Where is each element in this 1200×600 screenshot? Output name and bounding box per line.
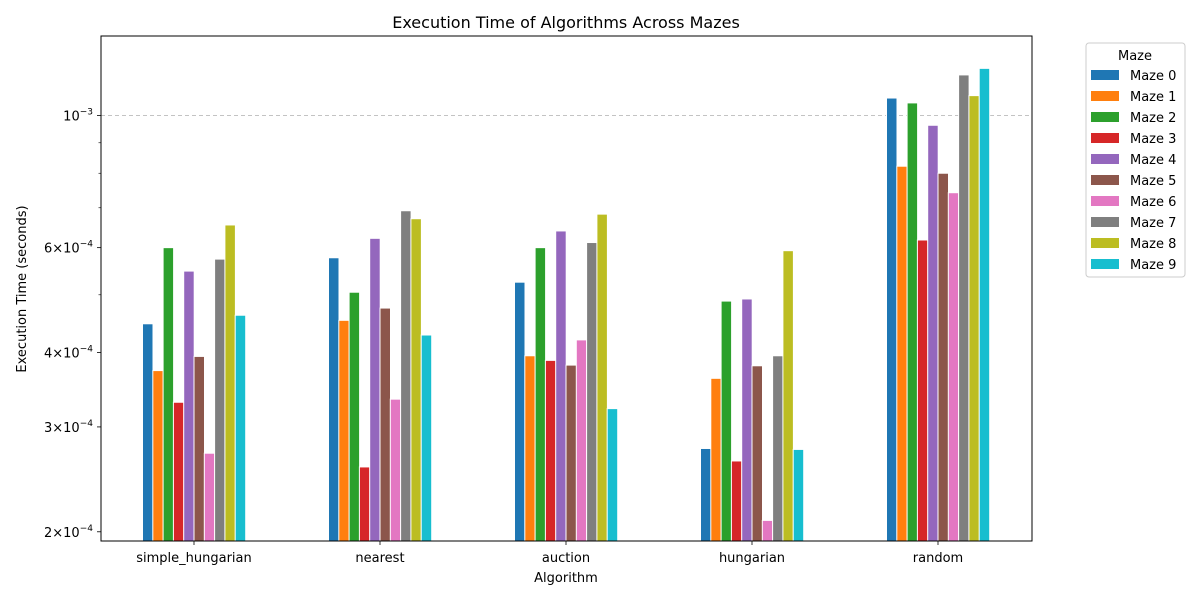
bars: [142, 67, 991, 542]
y-axis-label: Execution Time (seconds): [15, 205, 30, 372]
bar-nearest-maze-2: [348, 291, 361, 542]
bar-hungarian-maze-4: [741, 298, 753, 542]
bar-random-maze-7: [958, 74, 970, 542]
bar-simple_hungarian-maze-2: [162, 247, 175, 542]
y-tick-label: 4×10−4: [44, 345, 93, 362]
bar-simple_hungarian-maze-9: [234, 314, 247, 542]
legend-label: Maze 0: [1130, 69, 1176, 84]
legend-title: Maze: [1118, 49, 1152, 64]
y-tick-label: 3×10−4: [44, 419, 93, 436]
bar-random-maze-8: [968, 95, 980, 542]
bar-random-maze-5: [937, 172, 949, 542]
bar-simple_hungarian-maze-3: [172, 401, 185, 542]
bar-auction-maze-8: [596, 213, 608, 542]
bar-nearest-maze-4: [369, 237, 381, 542]
x-tick-label: simple_hungarian: [136, 551, 252, 566]
bar-simple_hungarian-maze-7: [214, 258, 226, 542]
bar-simple_hungarian-maze-8: [224, 224, 236, 542]
legend: Maze Maze 0 Maze 1 Maze 2 Maze 3 Maze 4 Maze …: [1085, 42, 1186, 278]
bar-random-maze-2: [906, 102, 919, 542]
legend-label: Maze 2: [1130, 111, 1176, 126]
legend-label: Maze 4: [1130, 153, 1176, 168]
bar-hungarian-maze-2: [720, 300, 733, 542]
legend-label: Maze 9: [1130, 258, 1176, 273]
legend-swatch: [1091, 112, 1119, 122]
bar-simple_hungarian-maze-1: [152, 370, 164, 542]
y-axis: 2×10−4 3×10−4 4×10−4 6×10−4 10−3: [44, 108, 101, 541]
legend-label: Maze 1: [1130, 90, 1176, 105]
bar-auction-maze-9: [606, 408, 619, 542]
bar-auction-maze-4: [555, 230, 567, 542]
x-axis-label: Algorithm: [534, 571, 598, 586]
bar-nearest-maze-3: [358, 466, 371, 542]
x-tick-label: hungarian: [719, 551, 785, 566]
bar-random-maze-9: [978, 67, 991, 542]
bar-auction-maze-2: [534, 247, 547, 542]
bar-auction-maze-0: [514, 281, 526, 542]
bar-simple_hungarian-maze-5: [193, 355, 205, 542]
bar-random-maze-6: [947, 192, 960, 542]
bar-hungarian-maze-5: [751, 365, 763, 542]
bar-hungarian-maze-1: [710, 377, 722, 542]
bar-hungarian-maze-8: [782, 250, 794, 542]
x-tick-label: auction: [542, 551, 590, 566]
bar-random-maze-0: [886, 97, 898, 542]
bar-hungarian-maze-0: [700, 447, 712, 542]
plot-frame: [100, 35, 1033, 542]
x-tick-label: random: [913, 551, 963, 566]
legend-swatch: [1091, 259, 1119, 269]
bar-auction-maze-6: [575, 339, 588, 542]
legend-swatch: [1091, 70, 1119, 80]
x-tick-label: nearest: [355, 551, 404, 566]
legend-swatch: [1091, 91, 1119, 101]
legend-swatch: [1091, 217, 1119, 227]
bar-auction-maze-7: [586, 242, 598, 542]
bar-simple_hungarian-maze-0: [142, 323, 154, 542]
bar-nearest-maze-6: [389, 398, 402, 542]
chart-title: Execution Time of Algorithms Across Maze…: [392, 13, 740, 32]
legend-swatch: [1091, 175, 1119, 185]
legend-label: Maze 8: [1130, 237, 1176, 252]
legend-label: Maze 3: [1130, 132, 1176, 147]
bar-nearest-maze-1: [338, 319, 350, 542]
bar-random-maze-1: [896, 165, 908, 542]
bar-auction-maze-5: [565, 364, 577, 542]
bar-hungarian-maze-9: [792, 448, 805, 542]
y-tick-label: 10−3: [63, 108, 93, 125]
bar-hungarian-maze-3: [730, 460, 743, 542]
legend-swatch: [1091, 238, 1119, 248]
legend-label: Maze 5: [1130, 174, 1176, 189]
bar-nearest-maze-7: [400, 210, 412, 542]
bar-nearest-maze-8: [410, 218, 422, 542]
bar-auction-maze-1: [524, 355, 536, 542]
bar-hungarian-maze-7: [772, 355, 784, 542]
x-axis: simple_hungarian nearest auction hungarian r…: [136, 541, 963, 566]
legend-swatch: [1091, 133, 1119, 143]
legend-swatch: [1091, 154, 1119, 164]
bar-simple_hungarian-maze-6: [203, 452, 216, 542]
legend-label: Maze 6: [1130, 195, 1176, 210]
bar-random-maze-3: [916, 239, 929, 542]
bar-random-maze-4: [927, 124, 939, 542]
bar-nearest-maze-5: [379, 307, 391, 542]
y-tick-label: 2×10−4: [44, 524, 93, 541]
legend-label: Maze 7: [1130, 216, 1176, 231]
bar-auction-maze-3: [544, 359, 557, 542]
bar-hungarian-maze-6: [761, 519, 774, 542]
y-tick-label: 6×10−4: [44, 240, 93, 257]
legend-swatch: [1091, 196, 1119, 206]
bar-nearest-maze-0: [328, 257, 340, 542]
bar-simple_hungarian-maze-4: [183, 270, 195, 542]
bar-nearest-maze-9: [420, 334, 433, 542]
